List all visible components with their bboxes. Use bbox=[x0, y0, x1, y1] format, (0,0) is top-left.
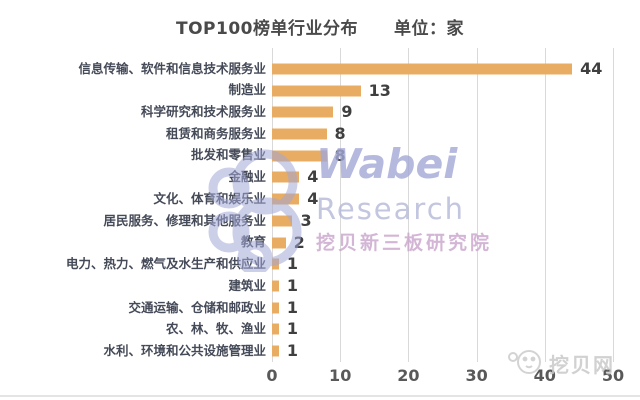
gridline bbox=[408, 48, 410, 362]
category-label: 建筑业 bbox=[228, 277, 266, 293]
bar-value-label: 8 bbox=[334, 124, 346, 144]
bar-track: 8 bbox=[272, 123, 613, 145]
category-label: 电力、热力、燃气及水生产和供应业 bbox=[65, 256, 266, 272]
x-axis: 0 10 20 30 40 50 bbox=[266, 366, 624, 390]
bar-track: 9 bbox=[272, 101, 613, 123]
bar-track: 1 bbox=[272, 340, 613, 362]
x-tick-label: 0 bbox=[266, 366, 278, 385]
category-label: 租赁和商务服务业 bbox=[165, 125, 266, 141]
bar bbox=[272, 85, 361, 97]
bar bbox=[272, 302, 279, 314]
category-label: 农、林、牧、渔业 bbox=[165, 321, 266, 337]
bar-track: 44 bbox=[272, 58, 613, 80]
bar-value-label: 44 bbox=[580, 58, 603, 78]
bar-row: 文化、体育和娱乐业 4 bbox=[6, 188, 613, 210]
bar-value-label: 9 bbox=[341, 102, 353, 122]
bar bbox=[272, 193, 300, 205]
chart-title: TOP100榜单行业分布 单位：家 bbox=[0, 14, 640, 39]
category-label: 交通运输、仓储和邮政业 bbox=[128, 299, 266, 315]
bar bbox=[272, 150, 327, 162]
bar-row: 水利、环境和公共设施管理业 1 bbox=[6, 340, 613, 362]
bar-row: 制造业 13 bbox=[6, 80, 613, 102]
bar bbox=[272, 323, 279, 335]
x-tick-label: 30 bbox=[465, 366, 488, 385]
x-tick-label: 50 bbox=[601, 366, 625, 385]
bar-value-label: 13 bbox=[368, 80, 391, 100]
bar-value-label: 1 bbox=[286, 319, 298, 339]
bar-value-label: 1 bbox=[286, 276, 298, 296]
bar-track: 4 bbox=[272, 167, 613, 189]
bar-row: 科学研究和技术服务业 9 bbox=[6, 101, 613, 123]
bar bbox=[272, 258, 279, 270]
category-label: 文化、体育和娱乐业 bbox=[153, 190, 266, 206]
bar-track: 13 bbox=[272, 80, 613, 102]
bar-value-label: 4 bbox=[307, 167, 319, 187]
bar-track: 2 bbox=[272, 232, 613, 254]
bar-row: 批发和零售业 8 bbox=[6, 145, 613, 167]
bar-value-label: 1 bbox=[286, 254, 298, 274]
bar bbox=[272, 171, 300, 183]
bar bbox=[272, 63, 573, 75]
chart-title-main: TOP100榜单行业分布 bbox=[176, 19, 358, 39]
bar-value-label: 1 bbox=[286, 341, 298, 361]
bar-row: 教育 2 bbox=[6, 232, 613, 254]
gridline bbox=[476, 48, 478, 362]
bar-row: 农、林、牧、渔业 1 bbox=[6, 319, 613, 341]
bar bbox=[272, 106, 334, 118]
chart-unit-label: 单位：家 bbox=[394, 19, 464, 39]
bar-track: 1 bbox=[272, 319, 613, 341]
x-tick-label: 10 bbox=[329, 366, 352, 385]
bar-track: 8 bbox=[272, 145, 613, 167]
bottom-divider bbox=[0, 395, 640, 397]
bar-row: 交通运输、仓储和邮政业 1 bbox=[6, 297, 613, 319]
bar-track: 1 bbox=[272, 297, 613, 319]
bar-value-label: 3 bbox=[300, 210, 312, 230]
bar-row: 电力、热力、燃气及水生产和供应业 1 bbox=[6, 253, 613, 275]
bar-row: 居民服务、修理和其他服务业 3 bbox=[6, 210, 613, 232]
bar-row: 金融业 4 bbox=[6, 167, 613, 189]
bar-value-label: 8 bbox=[334, 145, 346, 165]
gridline bbox=[544, 48, 546, 362]
bar-track: 1 bbox=[272, 253, 613, 275]
bar-value-label: 2 bbox=[293, 232, 305, 252]
category-label: 金融业 bbox=[228, 169, 266, 185]
bar-value-label: 4 bbox=[307, 189, 319, 209]
category-label: 教育 bbox=[240, 234, 266, 250]
category-label: 居民服务、修理和其他服务业 bbox=[103, 212, 266, 228]
bar bbox=[272, 280, 279, 292]
bar-row: 信息传输、软件和信息技术服务业 44 bbox=[6, 58, 613, 80]
bar bbox=[272, 237, 286, 249]
bar bbox=[272, 345, 279, 357]
bar-track: 3 bbox=[272, 210, 613, 232]
bar-rows: 信息传输、软件和信息技术服务业 44 制造业 13 科学研究和技术服务业 9 租赁和商务服务… bbox=[6, 58, 613, 362]
category-label: 批发和零售业 bbox=[190, 147, 266, 163]
gridline bbox=[613, 48, 614, 362]
category-label: 科学研究和技术服务业 bbox=[140, 104, 266, 120]
bar-row: 租赁和商务服务业 8 bbox=[6, 123, 613, 145]
bar-track: 4 bbox=[272, 188, 613, 210]
bar bbox=[272, 215, 293, 227]
x-tick-label: 20 bbox=[397, 366, 420, 385]
bar-value-label: 1 bbox=[286, 297, 298, 317]
category-label: 制造业 bbox=[228, 82, 266, 98]
x-tick-label: 40 bbox=[533, 366, 556, 385]
bar-row: 建筑业 1 bbox=[6, 275, 613, 297]
category-label: 水利、环境和公共设施管理业 bbox=[103, 342, 266, 358]
category-label: 信息传输、软件和信息技术服务业 bbox=[78, 60, 266, 76]
bar-track: 1 bbox=[272, 275, 613, 297]
bar bbox=[272, 128, 327, 140]
gridline bbox=[340, 48, 342, 362]
